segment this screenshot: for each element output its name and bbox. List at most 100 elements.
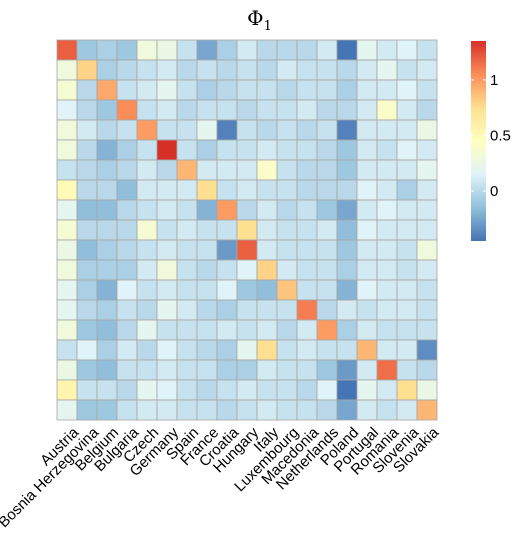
heatmap-cell — [76, 259, 98, 281]
heatmap-cell — [256, 399, 278, 421]
legend-tick-label: 1 — [490, 72, 498, 89]
heatmap-cell — [356, 79, 378, 101]
heatmap-cell — [356, 259, 378, 281]
heatmap-cell — [56, 379, 78, 401]
heatmap-cell — [396, 59, 418, 81]
heatmap-cell — [76, 79, 98, 101]
heatmap-cell — [196, 339, 218, 361]
heatmap-cell — [156, 179, 178, 201]
heatmap-cell — [276, 379, 298, 401]
heatmap-cell — [116, 139, 138, 161]
heatmap-cell — [116, 79, 138, 101]
heatmap-cell — [196, 199, 218, 221]
heatmap-cell — [276, 219, 298, 241]
heatmap-cell — [316, 119, 338, 141]
heatmap-cell — [236, 399, 258, 421]
heatmap-cell — [156, 399, 178, 421]
heatmap-cell — [156, 59, 178, 81]
heatmap-cell — [416, 339, 438, 361]
heatmap-cell — [236, 279, 258, 301]
heatmap-cell — [256, 119, 278, 141]
heatmap-cell — [376, 159, 398, 181]
heatmap-cell — [156, 279, 178, 301]
heatmap-cell — [416, 299, 438, 321]
heatmap-cell — [396, 359, 418, 381]
heatmap-cell — [76, 239, 98, 261]
heatmap-cell — [416, 59, 438, 81]
heatmap-cell — [376, 259, 398, 281]
heatmap-cell — [116, 319, 138, 341]
heatmap-cell — [416, 99, 438, 121]
heatmap-cell — [336, 59, 358, 81]
heatmap-cell — [356, 239, 378, 261]
heatmap-cell — [256, 359, 278, 381]
heatmap-cell — [416, 199, 438, 221]
heatmap-cell — [376, 299, 398, 321]
heatmap-cell — [76, 359, 98, 381]
heatmap-cell — [56, 39, 78, 61]
heatmap-cell — [216, 199, 238, 221]
heatmap-cell — [296, 339, 318, 361]
heatmap-cell — [256, 319, 278, 341]
heatmap-cell — [216, 39, 238, 61]
heatmap-cell — [116, 119, 138, 141]
heatmap-cell — [96, 339, 118, 361]
heatmap-cell — [176, 299, 198, 321]
heatmap-cell — [96, 259, 118, 281]
heatmap-cell — [336, 199, 358, 221]
heatmap-cell — [256, 259, 278, 281]
heatmap-cell — [176, 279, 198, 301]
heatmap-cell — [136, 59, 158, 81]
heatmap-cell — [296, 219, 318, 241]
heatmap-cell — [276, 39, 298, 61]
heatmap-cell — [296, 279, 318, 301]
heatmap-cell — [396, 119, 418, 141]
heatmap-cell — [76, 139, 98, 161]
heatmap-cell — [236, 379, 258, 401]
heatmap-cell — [236, 299, 258, 321]
heatmap-cell — [56, 259, 78, 281]
heatmap-cell — [236, 319, 258, 341]
heatmap-cell — [396, 39, 418, 61]
heatmap-cell — [56, 179, 78, 201]
heatmap-cell — [376, 319, 398, 341]
heatmap-cell — [376, 359, 398, 381]
heatmap-cell — [56, 359, 78, 381]
heatmap-cell — [76, 119, 98, 141]
heatmap-cell — [76, 219, 98, 241]
heatmap-cell — [216, 319, 238, 341]
heatmap-cell — [236, 359, 258, 381]
heatmap-cell — [176, 119, 198, 141]
heatmap-cell — [196, 219, 218, 241]
heatmap-cell — [216, 339, 238, 361]
heatmap-cell — [416, 359, 438, 381]
heatmap-cell — [276, 339, 298, 361]
heatmap-cell — [176, 59, 198, 81]
x-tick-label: Bosnia Herzegovina — [0, 424, 103, 531]
heatmap-cell — [396, 259, 418, 281]
heatmap-cell — [316, 79, 338, 101]
heatmap-cell — [376, 399, 398, 421]
heatmap-cell — [276, 319, 298, 341]
heatmap-cell — [236, 199, 258, 221]
heatmap-cell — [316, 139, 338, 161]
heatmap-cell — [336, 119, 358, 141]
heatmap-cell — [156, 259, 178, 281]
heatmap-cell — [76, 59, 98, 81]
heatmap-cell — [56, 319, 78, 341]
heatmap-cell — [336, 379, 358, 401]
heatmap-cell — [116, 359, 138, 381]
heatmap-cell — [276, 359, 298, 381]
heatmap-cell — [256, 379, 278, 401]
heatmap-cell — [376, 339, 398, 361]
heatmap-cell — [76, 159, 98, 181]
heatmap-cell — [336, 139, 358, 161]
heatmap-cell — [96, 359, 118, 381]
heatmap-cell — [76, 299, 98, 321]
heatmap-cell — [416, 159, 438, 181]
heatmap-cell — [76, 199, 98, 221]
heatmap-cell — [96, 279, 118, 301]
heatmap-cell — [276, 299, 298, 321]
heatmap-cell — [256, 59, 278, 81]
heatmap-cell — [96, 59, 118, 81]
